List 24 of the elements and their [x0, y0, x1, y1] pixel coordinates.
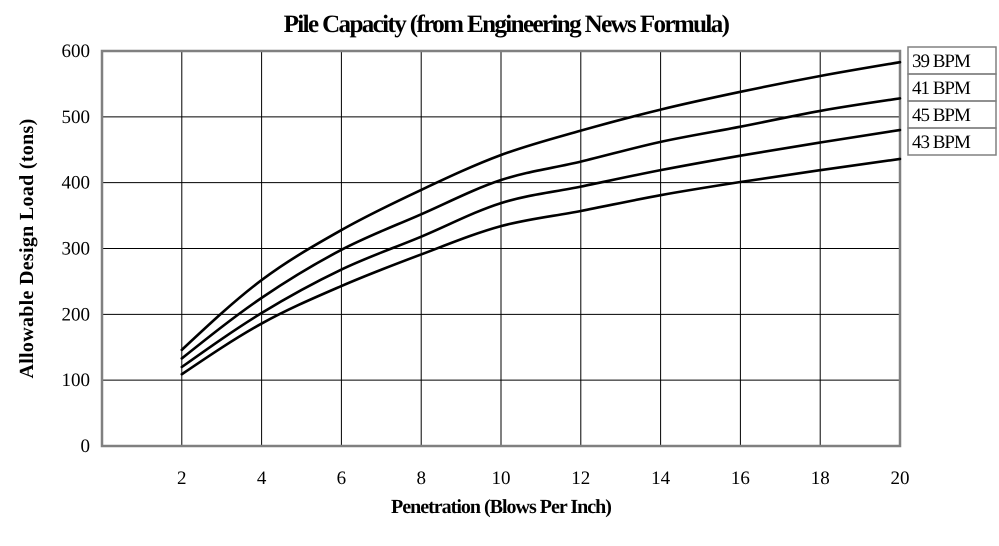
chart-title: Pile Capacity (from Engineering News Formula) [284, 11, 730, 38]
y-tick-label: 100 [62, 370, 90, 392]
x-axis-title: Penetration (Blows Per Inch) [391, 496, 612, 518]
y-tick-label: 600 [62, 41, 90, 62]
x-tick-label: 18 [810, 468, 830, 489]
series-label: 43 BPM [912, 132, 971, 153]
x-tick-label: 4 [256, 468, 267, 489]
series-label: 45 BPM [912, 105, 971, 126]
y-tick-label: 500 [62, 106, 90, 128]
y-axis-title: Allowable Design Load (tons) [16, 118, 38, 379]
series-label: 41 BPM [912, 78, 971, 99]
y-tick-label: 400 [62, 172, 90, 194]
x-tick-label: 10 [492, 468, 510, 489]
x-tick-label: 20 [890, 468, 910, 489]
series-label: 39 BPM [912, 51, 971, 72]
x-tick-label: 6 [336, 468, 346, 489]
y-tick-label: 0 [80, 436, 90, 457]
x-tick-label: 2 [177, 468, 187, 489]
x-tick-label: 12 [571, 468, 590, 489]
y-tick-label: 300 [62, 238, 90, 260]
x-tick-label: 14 [651, 468, 671, 489]
x-tick-label: 16 [730, 468, 750, 489]
y-tick-label: 200 [62, 304, 90, 326]
x-tick-label: 8 [416, 468, 426, 489]
